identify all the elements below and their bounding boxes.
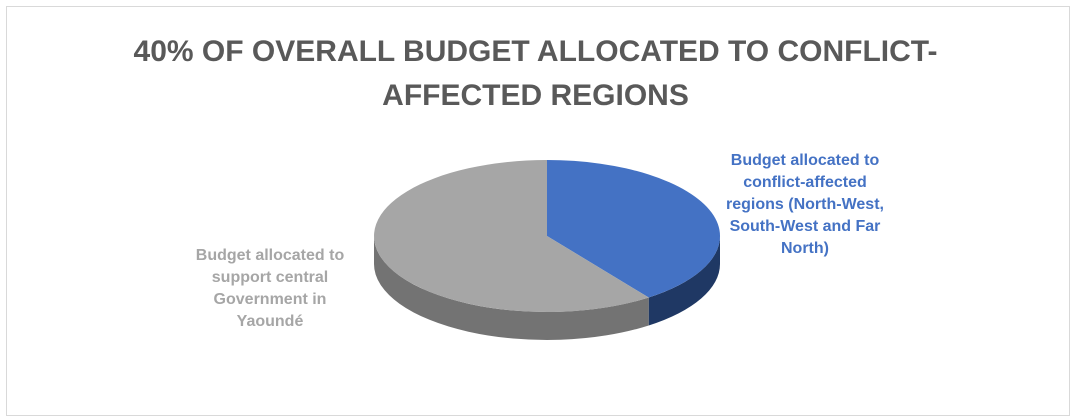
- pie-slice-side-0: [648, 236, 720, 326]
- chart-title-line-1: 40% OF OVERALL BUDGET ALLOCATED TO CONFL…: [133, 35, 938, 68]
- chart-title: 40% OF OVERALL BUDGET ALLOCATED TO CONFL…: [0, 30, 1071, 118]
- pie-sides: [373, 236, 720, 341]
- pie-chart: [373, 160, 721, 341]
- pie-slice-0: [547, 160, 721, 298]
- pie-slice-side-1: [373, 236, 649, 341]
- slice-label-line: conflict-affected: [743, 174, 867, 191]
- slice-label-line: Budget allocated to: [195, 247, 345, 264]
- slice-label-central-government: Budget allocated to support central Gove…: [170, 245, 370, 333]
- pie-slice-1: [374, 160, 649, 313]
- slice-label-line: North): [781, 240, 829, 257]
- chart-title-line-2: AFFECTED REGIONS: [382, 79, 689, 112]
- pie-tops: [374, 160, 721, 313]
- slice-label-line: South-West and Far: [729, 218, 881, 235]
- slice-label-line: Yaoundé: [236, 313, 304, 330]
- slice-label-line: Government in: [213, 291, 327, 308]
- slice-label-line: regions (North-West,: [726, 196, 884, 213]
- slice-label-conflict-regions: Budget allocated to conflict-affected re…: [700, 150, 910, 260]
- slice-label-line: support central: [211, 269, 329, 286]
- slice-label-line: Budget allocated to: [730, 152, 880, 169]
